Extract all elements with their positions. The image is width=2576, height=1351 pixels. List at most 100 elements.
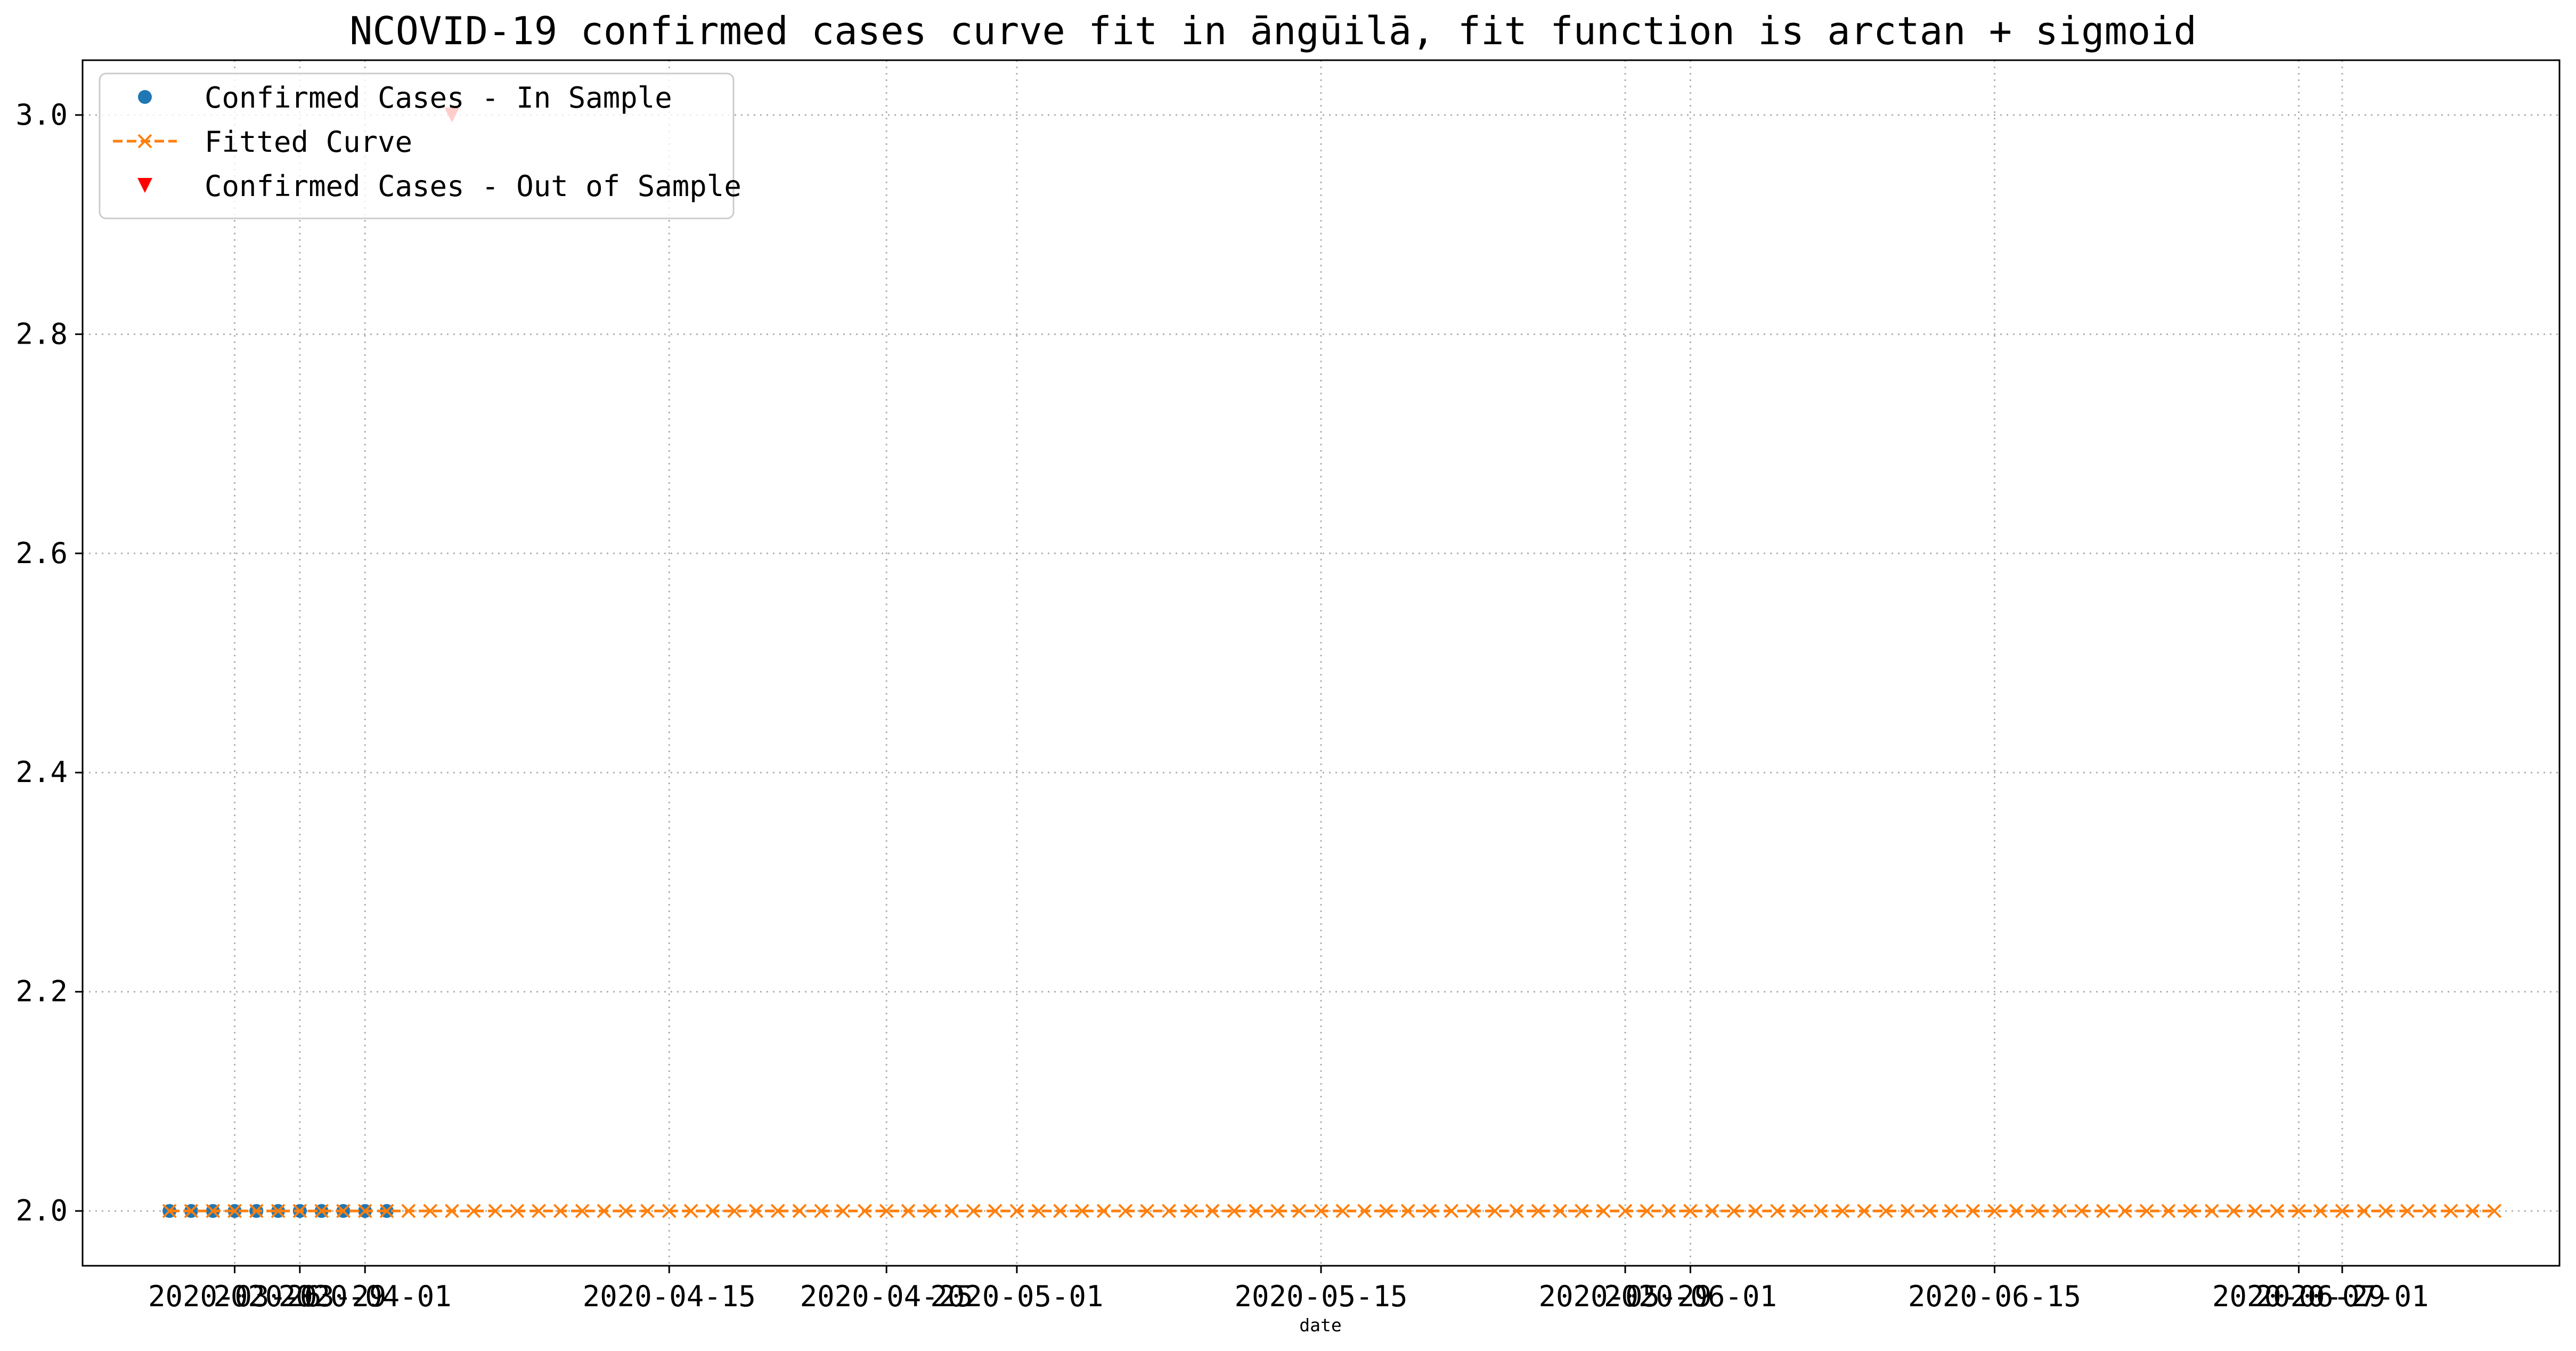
fitted-curve-point bbox=[1183, 1203, 1198, 1218]
fitted-curve-point bbox=[2422, 1203, 2436, 1218]
fitted-curve-point bbox=[1596, 1203, 1611, 1218]
fitted-curve-point bbox=[1205, 1203, 1220, 1218]
x-tick-label: 2020-05-01 bbox=[930, 1280, 1103, 1313]
fitted-curve-point bbox=[510, 1203, 525, 1218]
fitted-curve-point bbox=[727, 1203, 742, 1218]
fitted-curve-point bbox=[792, 1203, 807, 1218]
legend-box bbox=[99, 72, 735, 219]
y-tick-label: 3.0 bbox=[15, 98, 68, 132]
x-tick-label: 2020-03-26 bbox=[148, 1280, 321, 1313]
fitted-curve-point bbox=[662, 1203, 676, 1218]
y-tick-label: 2.6 bbox=[15, 536, 68, 570]
fitted-curve-point bbox=[2400, 1203, 2415, 1218]
fitted-curve-point bbox=[2052, 1203, 2067, 1218]
fitted-curve-point bbox=[488, 1203, 503, 1218]
fitted-curve-point bbox=[1575, 1203, 1589, 1218]
fitted-curve-point bbox=[640, 1203, 655, 1218]
fitted-curve-point bbox=[1770, 1203, 1784, 1218]
x-tick-label: 2020-03-29 bbox=[213, 1280, 386, 1313]
legend-marker-out-of-sample bbox=[137, 178, 152, 193]
fitted-curve-point bbox=[162, 1203, 177, 1218]
fitted-curve-point bbox=[683, 1203, 698, 1218]
fitted-curve-point bbox=[2487, 1203, 2502, 1218]
fitted-curve-point bbox=[705, 1203, 720, 1218]
grid-layer bbox=[83, 60, 2559, 1266]
fitted-curve-point bbox=[879, 1203, 894, 1218]
y-tick-label: 2.8 bbox=[15, 317, 68, 351]
fitted-curve-point bbox=[1031, 1203, 1046, 1218]
fitted-curve-point bbox=[1118, 1203, 1133, 1218]
x-axis-label: date bbox=[1299, 1315, 1341, 1336]
fitted-curve-point bbox=[1857, 1203, 1872, 1218]
fitted-curve-point bbox=[575, 1203, 590, 1218]
fitted-curve-point bbox=[445, 1203, 459, 1218]
fitted-curve-point bbox=[1553, 1203, 1568, 1218]
fitted-curve-point bbox=[1444, 1203, 1459, 1218]
fitted-curve-point bbox=[184, 1203, 199, 1218]
fitted-curve-point bbox=[944, 1203, 959, 1218]
fitted-curve-point bbox=[1249, 1203, 1263, 1218]
fitted-curve-point bbox=[1509, 1203, 1524, 1218]
fitted-curve-point bbox=[1922, 1203, 1937, 1218]
fitted-curve-point bbox=[2074, 1203, 2089, 1218]
fitted-curve-point bbox=[2226, 1203, 2241, 1218]
fitted-curve-point bbox=[336, 1203, 350, 1218]
fitted-curve-point bbox=[2031, 1203, 2045, 1218]
x-tick-label: 2020-04-25 bbox=[800, 1280, 973, 1313]
fitted-curve-point bbox=[1379, 1203, 1393, 1218]
x-tick-label: 2020-07-01 bbox=[2256, 1280, 2429, 1313]
fitted-curve-point bbox=[1748, 1203, 1763, 1218]
fitted-curve-point bbox=[1531, 1203, 1546, 1218]
fitted-curve-point bbox=[1683, 1203, 1698, 1218]
y-tick-label: 2.0 bbox=[15, 1194, 68, 1227]
fitted-curve-point bbox=[292, 1203, 307, 1218]
fitted-curve-point bbox=[597, 1203, 612, 1218]
fitted-curve-point bbox=[2117, 1203, 2132, 1218]
fitted-curve-point bbox=[966, 1203, 981, 1218]
legend-marker-fitted bbox=[137, 134, 152, 149]
fitted-curve-point bbox=[1900, 1203, 1915, 1218]
fitted-curve-point bbox=[1640, 1203, 1654, 1218]
fitted-curve-point bbox=[2139, 1203, 2154, 1218]
fitted-curve-point bbox=[1314, 1203, 1328, 1218]
fitted-curve-point bbox=[1335, 1203, 1350, 1218]
fitted-curve-point bbox=[1466, 1203, 1480, 1218]
fitted-curve-point bbox=[1357, 1203, 1372, 1218]
fitted-curve-point bbox=[2357, 1203, 2371, 1218]
fitted-curve-point bbox=[2335, 1203, 2350, 1218]
legend: Confirmed Cases - In Sample Fitted Curve C… bbox=[99, 72, 741, 219]
fitted-curve-point bbox=[1009, 1203, 1024, 1218]
fitted-curve-point bbox=[2292, 1203, 2306, 1218]
fitted-curve-point bbox=[2443, 1203, 2458, 1218]
fitted-curve-point bbox=[836, 1203, 851, 1218]
fitted-curve-point bbox=[1705, 1203, 1719, 1218]
fitted-curve-point bbox=[314, 1203, 329, 1218]
fitted-curve-point bbox=[532, 1203, 546, 1218]
fitted-curve-point bbox=[1661, 1203, 1676, 1218]
fitted-curve-point bbox=[466, 1203, 481, 1218]
fitted-curve-point bbox=[1618, 1203, 1633, 1218]
fitted-curve-point bbox=[618, 1203, 633, 1218]
fitted-curve-point bbox=[2183, 1203, 2197, 1218]
fitted-curve-point bbox=[1162, 1203, 1176, 1218]
fitted-curve-point bbox=[1987, 1203, 2002, 1218]
fitted-curve-point bbox=[1270, 1203, 1285, 1218]
fitted-curve-point bbox=[1227, 1203, 1242, 1218]
x-tick-label: 2020-06-15 bbox=[1908, 1280, 2081, 1313]
fitted-curve-point bbox=[423, 1203, 438, 1218]
fitted-curve-point bbox=[2204, 1203, 2219, 1218]
fitted-curve-point bbox=[2270, 1203, 2285, 1218]
x-tick-label: 2020-04-15 bbox=[583, 1280, 756, 1313]
legend-label: Confirmed Cases - Out of Sample bbox=[205, 169, 741, 203]
x-tick-label: 2020-05-29 bbox=[1538, 1280, 1711, 1313]
fitted-curve-point bbox=[1053, 1203, 1067, 1218]
fitted-curve-point bbox=[227, 1203, 242, 1218]
y-tick-label: 2.4 bbox=[15, 755, 68, 789]
fitted-curve-point bbox=[1879, 1203, 1893, 1218]
fitted-curve-point bbox=[858, 1203, 872, 1218]
fitted-curve-point bbox=[1140, 1203, 1155, 1218]
fitted-curve-point bbox=[2161, 1203, 2176, 1218]
y-tick-label: 2.2 bbox=[15, 975, 68, 1008]
